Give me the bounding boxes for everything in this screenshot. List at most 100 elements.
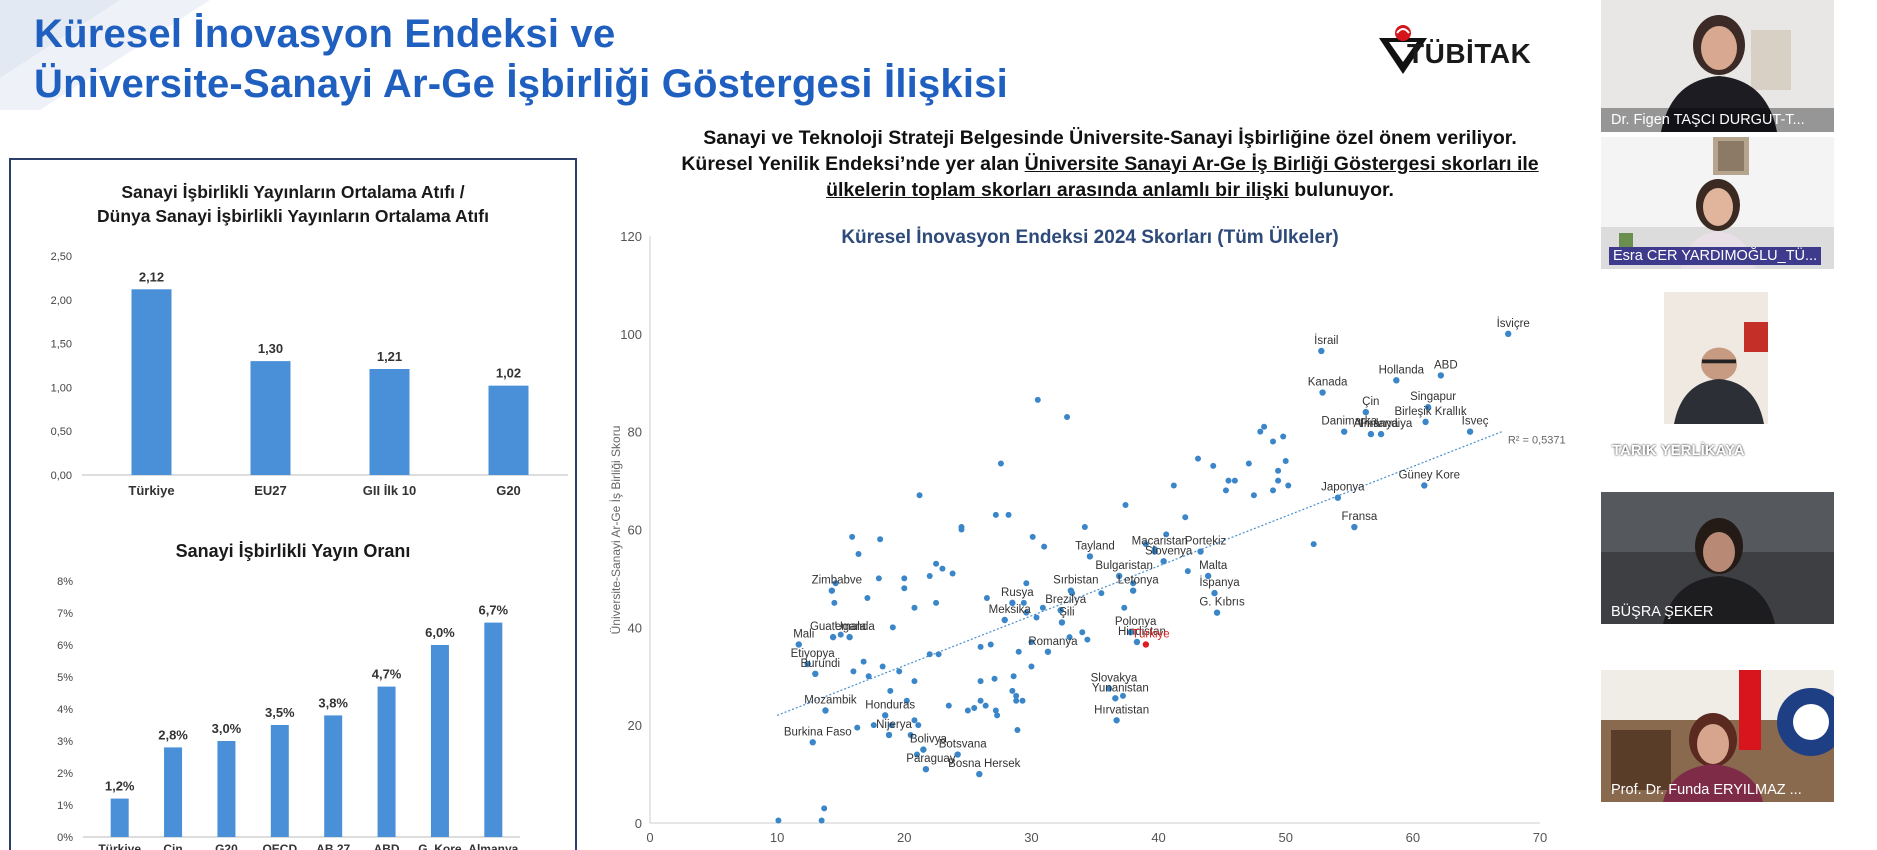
scatter-point (1023, 580, 1030, 587)
scatter-point (907, 731, 914, 738)
participant-video (1664, 292, 1768, 424)
scatter-point (822, 707, 829, 714)
scatter-point (915, 722, 922, 729)
scatter-point (1066, 634, 1073, 641)
scatter-point (888, 722, 895, 729)
scatter-point (1151, 548, 1158, 555)
point-label: Bosna Hersek (948, 758, 1020, 770)
scatter-point (1422, 418, 1429, 426)
point-label: Guatemala (810, 621, 867, 633)
scatter-point (837, 631, 844, 638)
point-label: Sırbistan (1053, 575, 1098, 587)
scatter-point (987, 641, 994, 648)
scatter-point (977, 678, 984, 685)
point-label: Çin (1362, 396, 1379, 408)
presentation-slide: Küresel İnovasyon Endeksi ve Üniversite-… (0, 0, 1566, 850)
participant-tile[interactable]: BÜŞRA ŞEKER (1601, 492, 1834, 624)
scatter-point (809, 739, 816, 746)
scatter-point (896, 668, 903, 675)
subtitle-line1: Sanayi ve Teknoloji Strateji Belgesinde … (703, 127, 1517, 149)
point-label: Türkiye (1132, 628, 1170, 640)
scatter-point (1033, 614, 1040, 621)
scatter-point (1115, 572, 1123, 580)
scatter-point (1019, 697, 1026, 704)
video-participants-panel: Dr. Figen TAŞCI DURGUT-T... Esra CER YAR… (1600, 0, 1877, 850)
point-label: Brezilya (1045, 594, 1087, 606)
scatter-point (1222, 487, 1229, 494)
scatter-point (1013, 697, 1020, 704)
y-tick-label: 0 (635, 816, 642, 831)
citation-bar-chart: 0,00 0,50 1,00 1,50 2,00 2,50 2,12 Türkiye 1,30 E… (51, 251, 568, 498)
scatter-point (1039, 604, 1046, 611)
slide-title-line2: Üniversite-Sanayi Ar-Ge İşbirliği Göster… (34, 62, 1008, 106)
bar (488, 385, 529, 475)
scatter-point (889, 624, 896, 631)
scatter-point (829, 633, 837, 641)
point-label: Tayland (1075, 540, 1115, 552)
scatter-title: Küresel İnovasyon Endeksi 2024 Skorları … (841, 227, 1338, 248)
bar (217, 741, 236, 837)
scatter-point (1057, 607, 1064, 614)
scatter-point (1393, 377, 1400, 384)
category-label: Türkiye (128, 483, 174, 498)
scatter-point (870, 722, 877, 729)
scatter-point (1282, 458, 1289, 465)
scatter-point (939, 565, 946, 572)
scatter-point (855, 550, 862, 557)
scatter-point (877, 536, 884, 543)
scatter-point (1127, 629, 1134, 636)
point-label: Hindistan (1118, 626, 1166, 638)
scatter-point (1023, 609, 1030, 616)
scatter-point (1170, 482, 1177, 489)
scatter-point (1119, 692, 1126, 699)
y-tick-label: 60 (628, 523, 642, 538)
subtitle-line2-underlined: Üniversite Sanayi Ar-Ge İş Birliği Göste… (1024, 153, 1539, 175)
scatter-point (1250, 492, 1257, 499)
scatter-point (935, 651, 942, 658)
y-tick-label: 120 (620, 229, 642, 244)
y-tick-label: 40 (628, 620, 642, 635)
participant-tile[interactable]: Dr. Figen TAŞCI DURGUT-T... (1601, 0, 1834, 132)
bar (131, 289, 172, 475)
scatter-point (860, 658, 867, 665)
scatter-point (1014, 727, 1021, 734)
scatter-point (1084, 636, 1091, 643)
left-chart-panel (9, 158, 577, 850)
participant-tile[interactable]: Prof. Dr. Funda ERYILMAZ ... (1601, 670, 1834, 802)
scatter-point (1044, 648, 1052, 655)
scatter-point (911, 717, 918, 724)
category-label: G20 (215, 842, 238, 850)
point-label: Danimarka (1321, 416, 1377, 428)
scatter-point (977, 643, 984, 650)
bar-value-label: 4,7% (372, 667, 402, 682)
scatter-point (804, 660, 811, 668)
y-tick-label: 3% (57, 736, 73, 748)
trendline (776, 431, 1503, 716)
scatter-point (1341, 428, 1348, 435)
scatter-point (879, 663, 886, 670)
x-tick-label: 20 (897, 830, 911, 845)
scatter-point (926, 572, 933, 579)
bar (164, 747, 183, 837)
participant-tile-active[interactable]: Esra CER YARDIMOĞLU_TÜ... (1601, 137, 1834, 269)
scatter-point (903, 697, 910, 704)
scatter-point (1133, 638, 1141, 646)
point-label: Romanya (1028, 636, 1078, 648)
participant-name: BÜŞRA ŞEKER (1611, 604, 1714, 620)
scatter-point (1010, 673, 1017, 680)
scatter-point (1261, 423, 1268, 430)
participant-tile[interactable] (1664, 292, 1768, 424)
scatter-point (926, 651, 933, 658)
scatter-point (1257, 428, 1264, 435)
scatter-point (821, 805, 828, 812)
scatter-point (1015, 648, 1022, 655)
participant-name: TARIK YERLİKAYA (1612, 442, 1745, 459)
scatter-point (1130, 580, 1137, 587)
scatter-point (1112, 695, 1119, 702)
scatter-point (1424, 404, 1432, 411)
point-label: Japonya (1321, 482, 1365, 494)
subtitle-line3-plain: bulunuyor. (1288, 179, 1394, 201)
bar-value-label: 3,0% (212, 721, 242, 736)
point-label: Slovakya (1091, 672, 1138, 684)
x-tick-label: 0 (646, 830, 653, 845)
